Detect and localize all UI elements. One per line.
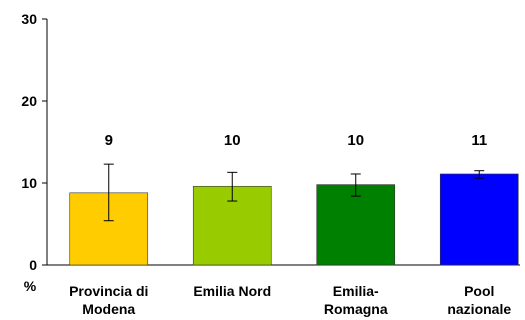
error-bars — [103, 163, 485, 222]
y-tick-label: 0 — [29, 257, 37, 273]
y-tick-label: 30 — [21, 11, 37, 27]
x-tick-label-line: Romagna — [324, 301, 388, 317]
x-tick-labels: Provincia di Modena Emilia Nord Emilia- Roma… — [69, 283, 511, 317]
x-tick-label-line: Emilia- — [333, 283, 379, 299]
y-tick-label: 10 — [21, 175, 37, 191]
data-label: 9 — [105, 132, 113, 149]
x-tick-label-line: Pool — [464, 283, 494, 299]
y-tick-label: 20 — [21, 93, 37, 109]
x-tick-label-line: Emilia Nord — [193, 283, 271, 299]
data-label: 11 — [471, 132, 487, 149]
x-tick-label-line: Modena — [82, 301, 135, 317]
x-tick-label-line: Provincia di — [69, 283, 148, 299]
x-tick-label: Pool nazionale — [447, 283, 511, 317]
x-tick-label: Emilia- Romagna — [324, 283, 388, 317]
bars — [69, 173, 519, 266]
data-label: 10 — [224, 132, 241, 149]
x-tick-label: Provincia di Modena — [69, 283, 148, 317]
data-labels: 9 10 10 11 — [105, 132, 488, 149]
bar — [316, 184, 396, 266]
y-axis-label: % — [24, 278, 37, 294]
x-tick-label: Emilia Nord — [193, 283, 271, 299]
bar — [439, 173, 519, 266]
data-label: 10 — [347, 132, 364, 149]
x-tick-label-line: nazionale — [447, 301, 511, 317]
